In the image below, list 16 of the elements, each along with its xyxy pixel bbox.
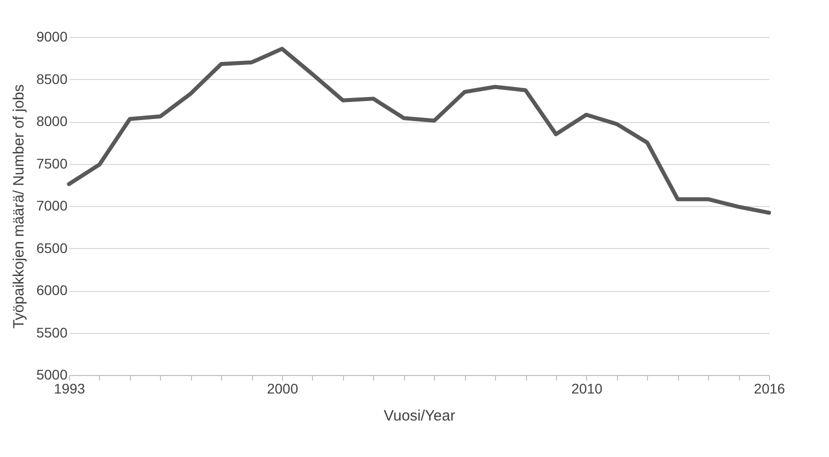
x-tick-label: 2016 [754,380,786,396]
y-tick-label: 7500 [36,155,68,172]
y-tick-label: 6000 [36,282,68,298]
x-tick-label: 2000 [266,380,298,396]
line-series [67,46,771,215]
y-tick-label: 9000 [36,28,68,44]
y-tick-label: 5000 [36,366,68,382]
y-tick-label: 8500 [36,70,68,87]
y-tick-label: 5500 [36,324,68,340]
y-axis-title: Työpaikkojen määrä/ Number of jobs [10,84,28,329]
x-axis-title: Vuosi/Year [384,408,456,424]
x-tick-label: 2010 [571,380,603,396]
y-tick-label: 8000 [36,113,68,129]
y-tick-label: 6500 [36,240,68,256]
y-tick-label: 7000 [36,198,68,214]
x-tick-label: 1993 [54,380,86,396]
